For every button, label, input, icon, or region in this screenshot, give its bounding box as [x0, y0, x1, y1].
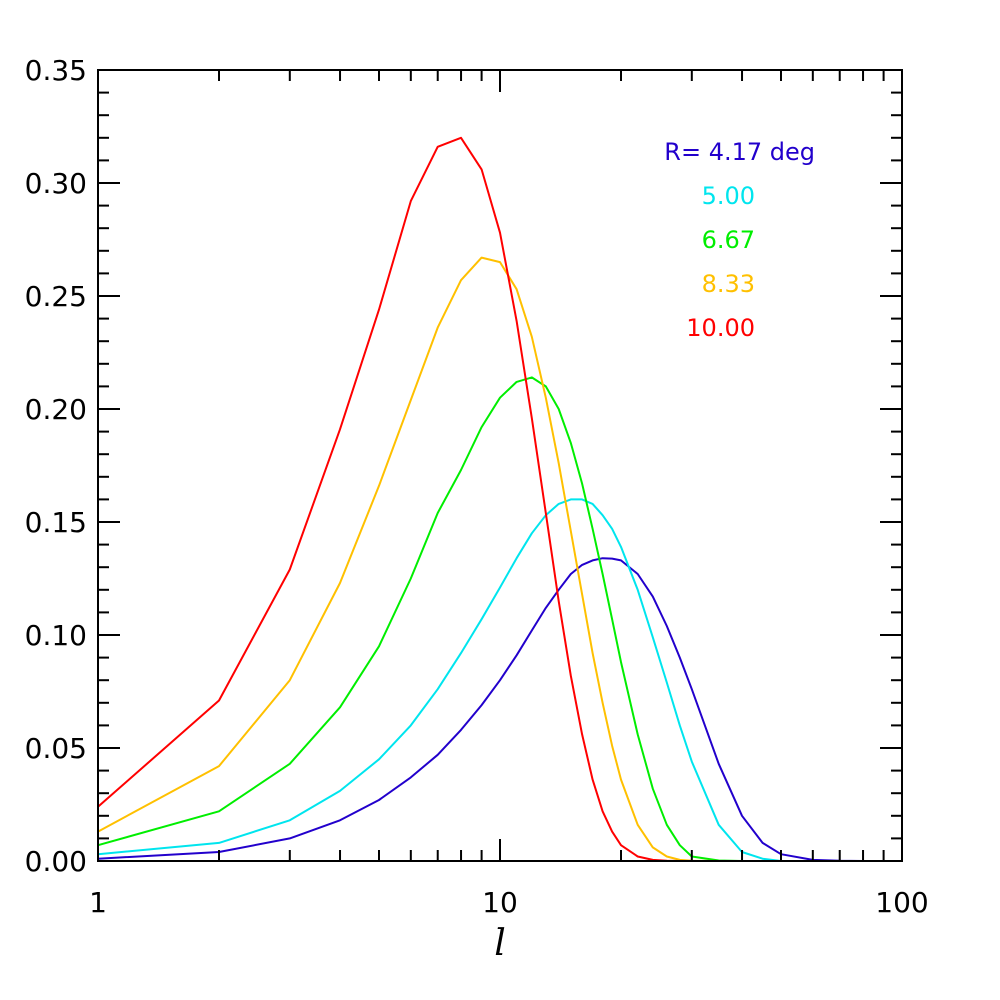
y-tick-label: 0.20	[25, 393, 87, 426]
legend: R= 4.17 deg 5.00 6.67 8.33 10.00	[664, 138, 815, 342]
x-axis-label: l	[494, 923, 506, 964]
y-tick-label: 0.05	[25, 732, 87, 765]
y-tick-label: 0.15	[25, 506, 87, 539]
series-line-1	[97, 498, 902, 862]
legend-entry-4: 10.00	[686, 314, 755, 342]
y-tick-label: 0.25	[25, 280, 87, 313]
y-tick-label: 0.35	[25, 54, 87, 87]
series-layer	[97, 136, 902, 862]
legend-entry-0: R= 4.17 deg	[664, 138, 815, 166]
x-tick-label: 10	[482, 886, 518, 919]
labels-layer: 0.00 0.05 0.10 0.15 0.20 0.25 0.30 0.35 1 10 100	[25, 54, 929, 919]
y-tick-label: 0.00	[25, 845, 87, 878]
plot-frame	[97, 69, 903, 862]
legend-entry-3: 8.33	[702, 270, 755, 298]
legend-entry-2: 6.67	[702, 226, 755, 254]
y-tick-label: 0.10	[25, 619, 87, 652]
series-line-2	[97, 376, 902, 862]
y-tick-label: 0.30	[25, 167, 87, 200]
ticks-layer	[97, 69, 903, 862]
series-line-0	[97, 557, 902, 862]
series-line-4	[97, 136, 902, 862]
series-line-3	[97, 256, 902, 862]
x-tick-label: 1	[89, 886, 107, 919]
x-tick-label: 100	[875, 886, 928, 919]
legend-entry-1: 5.00	[702, 182, 755, 210]
